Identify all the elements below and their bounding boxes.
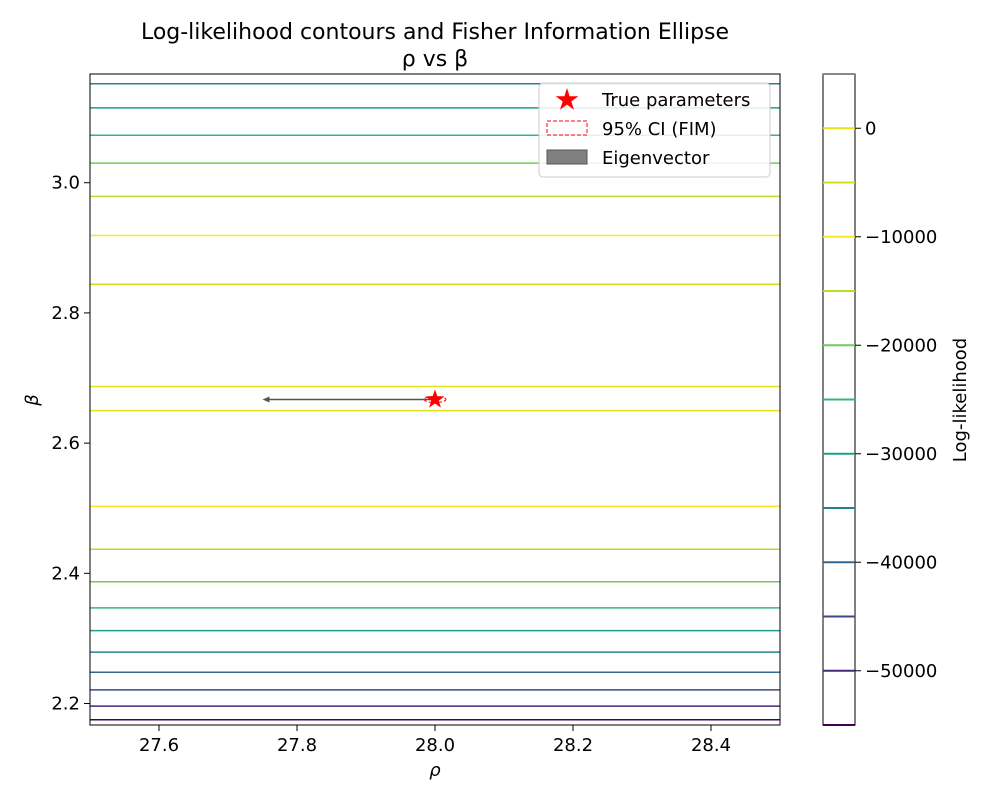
legend-dashed-rect-icon (546, 120, 588, 136)
legend: True parameters 95% CI (FIM) Eigenvector (538, 82, 771, 178)
y-axis-label: β (22, 394, 43, 407)
colorbar-tick-label: −10000 (865, 227, 937, 248)
plot-area (89, 73, 781, 726)
legend-patch-icon (546, 149, 588, 165)
colorbar-label: Log-likelihood (950, 338, 971, 462)
x-tick-label: 27.8 (277, 735, 317, 756)
y-tick-label: 3.0 (51, 173, 80, 194)
colorbar-tick-label: 0 (865, 118, 876, 139)
x-axis: 27.6 27.8 28.0 28.2 28.4 (139, 725, 731, 756)
eigenvector-arrow-head (262, 396, 270, 403)
colorbar: 0 −10000 −20000 −30000 −40000 −50000 Log-like… (822, 73, 971, 726)
colorbar-ticks: 0 −10000 −20000 −30000 −40000 −50000 (855, 118, 937, 682)
x-tick-label: 28.2 (553, 735, 593, 756)
legend-star-icon (555, 88, 579, 110)
colorbar-lines (823, 73, 855, 726)
x-tick-label: 28.0 (415, 735, 455, 756)
y-tick-label: 2.6 (51, 433, 80, 454)
colorbar-tick-label: −30000 (865, 444, 937, 465)
y-tick-label: 2.8 (51, 303, 80, 324)
x-tick-label: 27.6 (139, 735, 179, 756)
chart-title-line2: ρ vs β (402, 47, 468, 72)
chart-title-line1: Log-likelihood contours and Fisher Infor… (141, 20, 729, 45)
legend-label-eigenvector: Eigenvector (602, 148, 710, 169)
y-axis: 2.2 2.4 2.6 2.8 3.0 (51, 173, 90, 715)
colorbar-tick-label: −20000 (865, 335, 937, 356)
x-tick-label: 28.4 (691, 735, 731, 756)
x-axis-label: ρ (429, 760, 441, 781)
y-tick-label: 2.2 (51, 694, 80, 715)
marker-layer (262, 389, 447, 408)
legend-label-ci: 95% CI (FIM) (602, 119, 717, 140)
true-parameters-star (425, 389, 445, 408)
colorbar-tick-label: −40000 (865, 552, 937, 573)
colorbar-tick-label: −50000 (865, 661, 937, 682)
legend-box (538, 82, 771, 178)
y-tick-label: 2.4 (51, 563, 80, 584)
legend-label-true-parameters: True parameters (601, 90, 750, 111)
